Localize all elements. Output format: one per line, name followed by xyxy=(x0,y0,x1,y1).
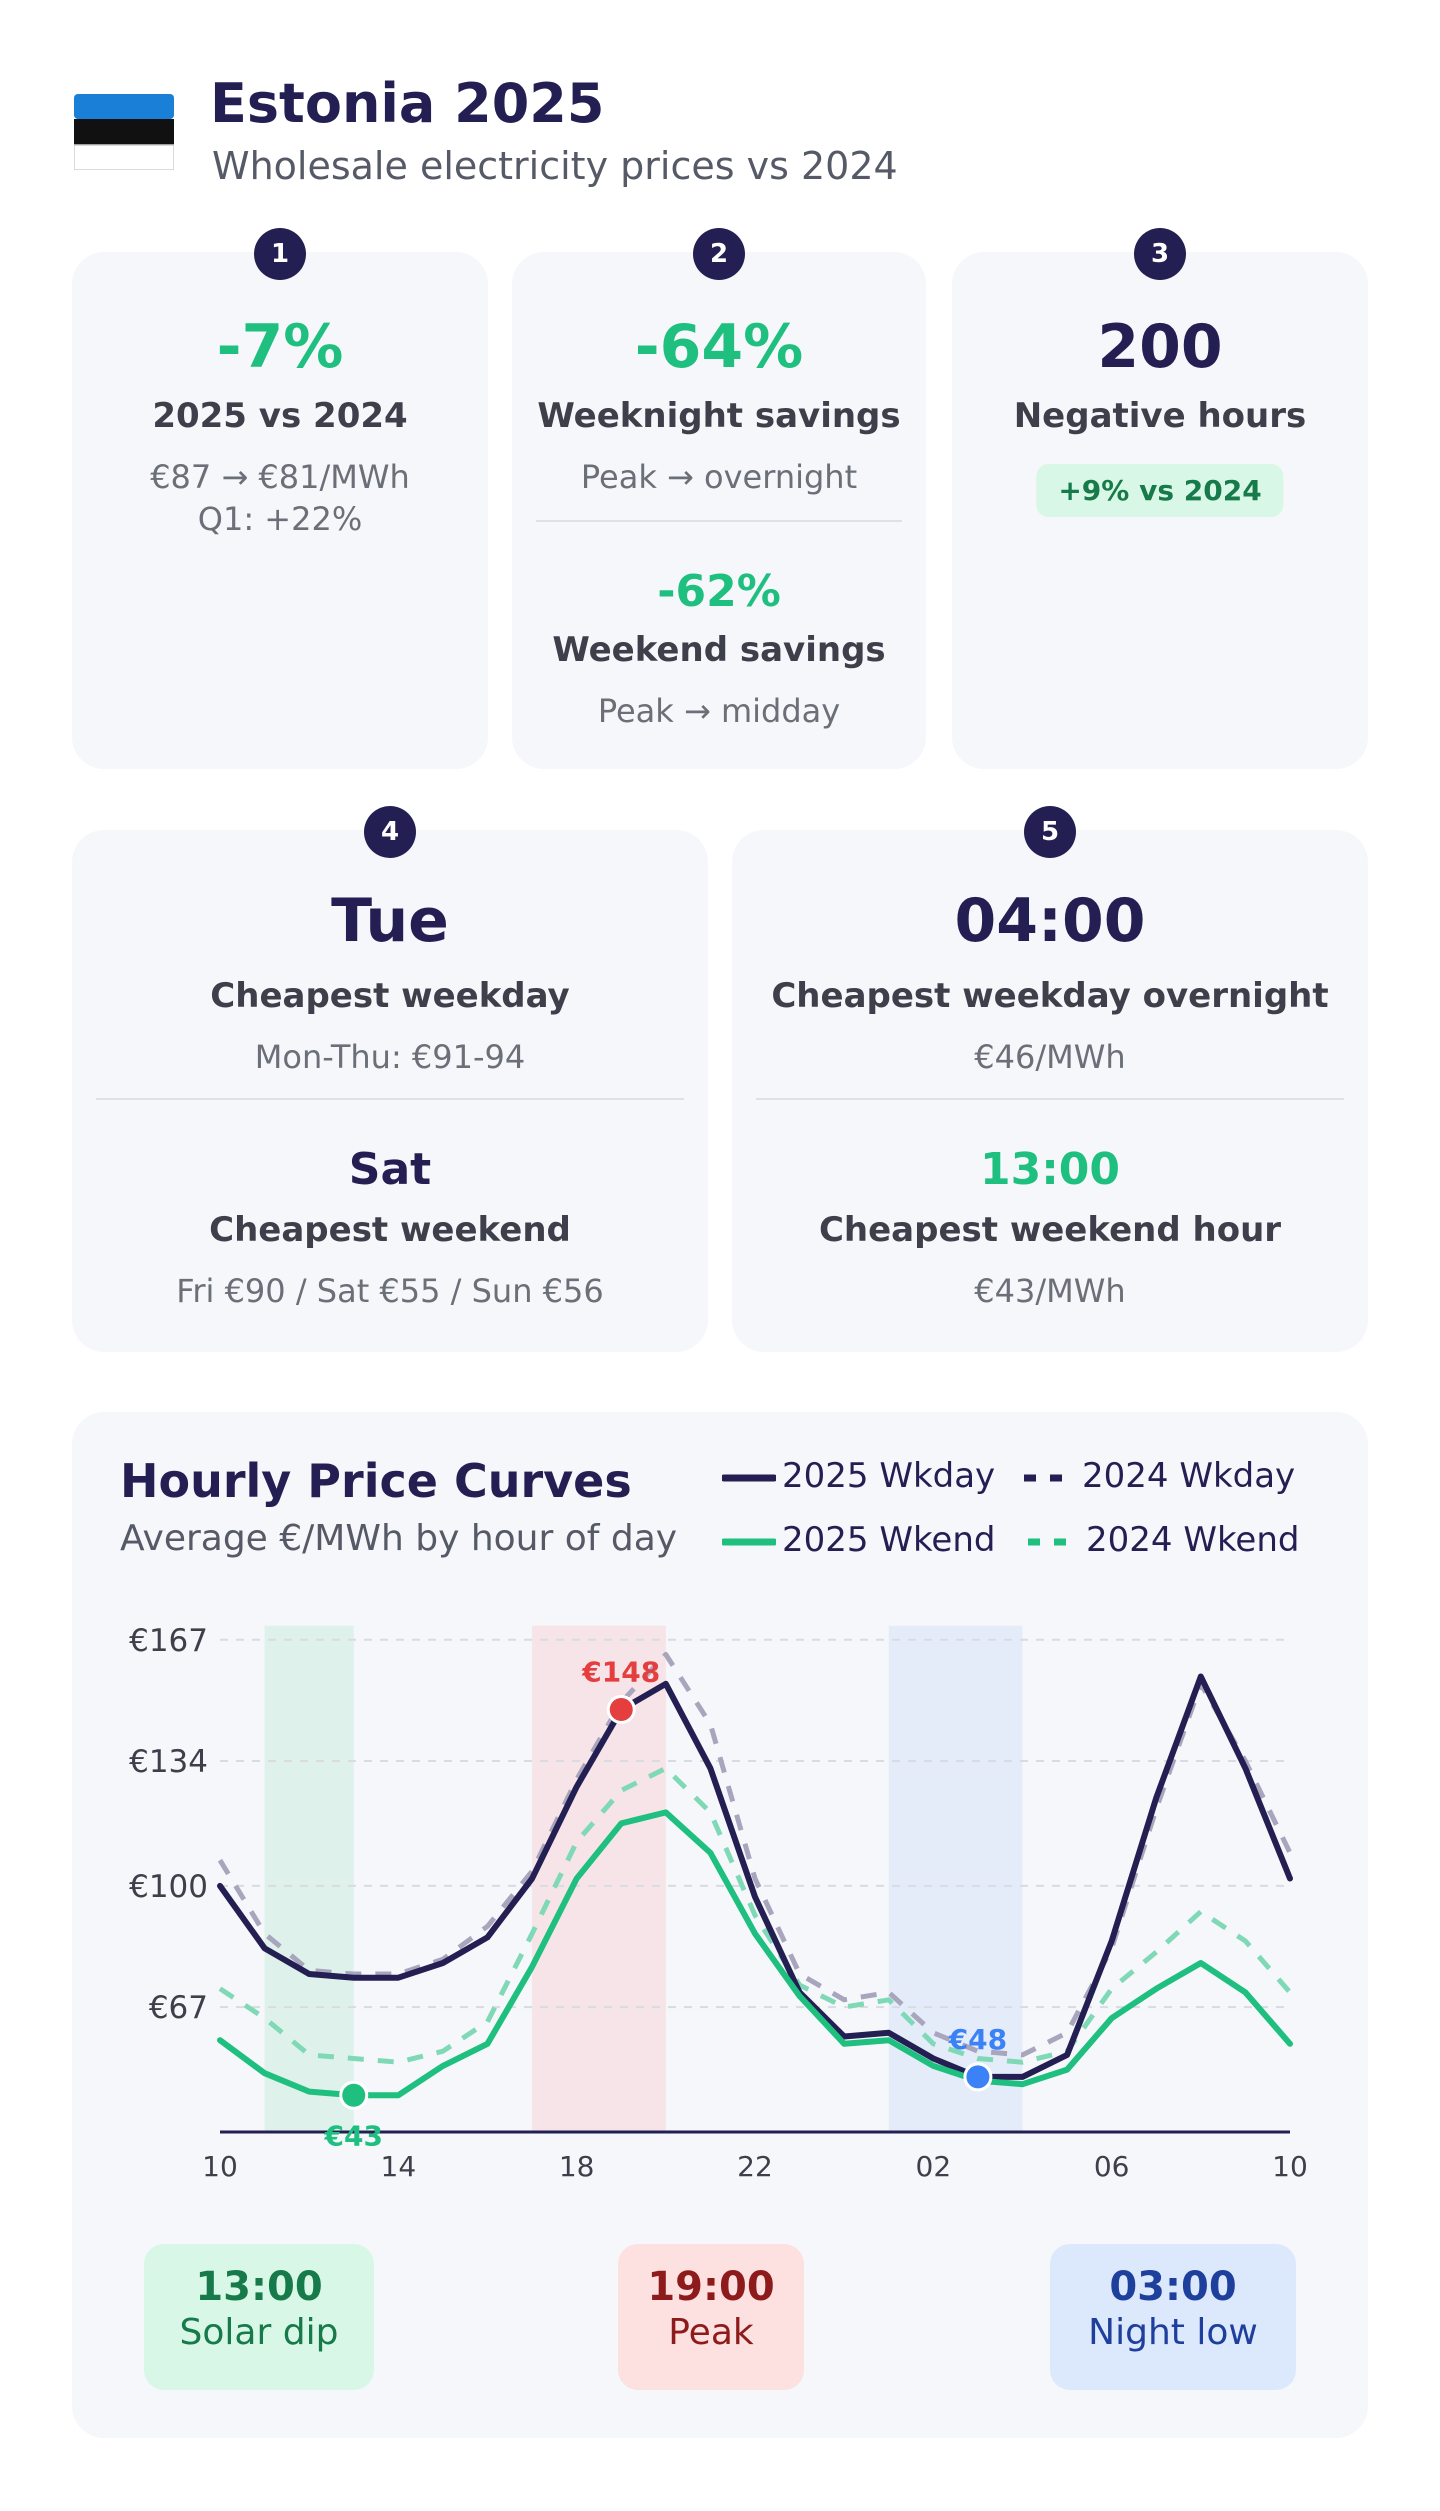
stat-label: Cheapest weekday xyxy=(210,976,570,1016)
card-number-badge: 3 xyxy=(1134,228,1186,280)
stat-detail: Peak → overnight xyxy=(580,458,858,496)
annotation-solar-dip: 13:00 Solar dip xyxy=(144,2244,374,2390)
legend-swatch xyxy=(1024,1474,1074,1481)
legend-item-2024-wkend: 2024 Wkend xyxy=(1026,1520,1299,1560)
page-title: Estonia 2025 xyxy=(210,72,605,135)
stat-card-5: 5 04:00 Cheapest weekday overnight €46/M… xyxy=(732,806,1368,1352)
highlight-marker xyxy=(606,1695,636,1725)
x-tick-label: 18 xyxy=(559,2150,595,2183)
legend-item-2025-wkend: 2025 Wkend xyxy=(720,1520,996,1560)
x-tick-label: 06 xyxy=(1094,2150,1130,2183)
stat-detail: €87 → €81/MWh xyxy=(150,458,410,496)
stat-detail: Mon-Thu: €91-94 xyxy=(254,1038,526,1076)
chart-card: Hourly Price Curves Average €/MWh by hou… xyxy=(72,1412,1368,2438)
x-tick-label: 10 xyxy=(1272,2150,1308,2183)
annotation-label: Peak xyxy=(668,2312,754,2353)
stat-value: 04:00 xyxy=(954,886,1146,956)
legend-label: 2024 Wkday xyxy=(1082,1456,1296,1496)
stat-value-2: 13:00 xyxy=(979,1144,1121,1195)
stat-card-1: 1 -7% 2025 vs 2024 €87 → €81/MWh Q1: +22… xyxy=(72,228,488,769)
stat-detail-2: Peak → midday xyxy=(597,692,841,730)
y-tick-label: €167 xyxy=(129,1623,208,1659)
stat-label: Weeknight savings xyxy=(537,396,901,436)
highlight-band-2 xyxy=(888,1625,1023,2132)
annotation-time: 19:00 xyxy=(647,2264,775,2310)
estonia-flag-icon xyxy=(74,94,174,170)
annotation-time: 03:00 xyxy=(1109,2264,1237,2310)
divider xyxy=(756,1098,1344,1100)
change-badge: +9% vs 2024 xyxy=(1036,464,1284,517)
marker-label: €43 xyxy=(324,2119,383,2152)
stat-label-2: Weekend savings xyxy=(552,630,886,670)
stat-label-2: Cheapest weekend hour xyxy=(818,1210,1282,1250)
stat-value-2: -62% xyxy=(657,566,781,617)
stat-label: Cheapest weekday overnight xyxy=(771,976,1329,1016)
highlight-band-1 xyxy=(532,1625,666,2132)
stat-value: -64% xyxy=(634,312,804,382)
stat-detail-2: Q1: +22% xyxy=(197,500,363,538)
chart-subtitle: Average €/MWh by hour of day xyxy=(120,1518,678,1559)
marker-label: €148 xyxy=(581,1656,660,1689)
legend-label: 2025 Wkday xyxy=(782,1456,996,1496)
stat-card-2: 2 -64% Weeknight savings Peak → overnigh… xyxy=(512,228,926,769)
stat-value-2: Sat xyxy=(348,1144,432,1195)
highlight-band-0 xyxy=(264,1625,354,2132)
legend-swatch xyxy=(1028,1538,1078,1545)
hourly-price-chart: €167 €134 €100 €67 10 14 18 22 02 06 10 €148 €43 €48 xyxy=(129,1623,1308,2183)
card-number-badge: 5 xyxy=(1024,806,1076,858)
card-number-badge: 1 xyxy=(254,228,306,280)
legend-swatch xyxy=(720,1538,778,1545)
legend-item-2025-wkday: 2025 Wkday xyxy=(720,1456,996,1496)
legend-label: 2025 Wkend xyxy=(782,1520,996,1560)
x-tick-label: 02 xyxy=(916,2150,952,2183)
stat-value: Tue xyxy=(331,886,449,956)
stat-detail: €46/MWh xyxy=(974,1038,1126,1076)
divider xyxy=(96,1098,684,1100)
stat-card-4: 4 Tue Cheapest weekday Mon-Thu: €91-94 S… xyxy=(72,806,708,1352)
y-tick-label: €134 xyxy=(129,1744,208,1780)
annotation-time: 13:00 xyxy=(195,2264,323,2310)
legend-item-2024-wkday: 2024 Wkday xyxy=(1022,1456,1295,1496)
page-subtitle: Wholesale electricity prices vs 2024 xyxy=(212,144,898,188)
series-line-2024-wkday xyxy=(217,1651,1293,2058)
card-number-badge: 4 xyxy=(364,806,416,858)
annotation-label: Night low xyxy=(1088,2312,1258,2353)
stat-label-2: Cheapest weekend xyxy=(209,1210,571,1250)
annotation-peak: 19:00 Peak xyxy=(618,2244,804,2390)
x-tick-label: 14 xyxy=(381,2150,417,2183)
highlight-marker xyxy=(339,2080,369,2110)
series-line-2025-wkend xyxy=(217,1809,1293,2099)
annotation-label: Solar dip xyxy=(179,2312,339,2353)
stat-value: 200 xyxy=(1097,312,1223,382)
series-line-2025-wkday xyxy=(217,1673,1293,2080)
legend-label: 2024 Wkend xyxy=(1086,1520,1300,1560)
y-tick-label: €67 xyxy=(149,1990,208,2026)
stat-detail-2: Fri €90 / Sat €55 / Sun €56 xyxy=(176,1272,604,1310)
x-tick-label: 22 xyxy=(737,2150,773,2183)
stat-value: -7% xyxy=(216,312,344,382)
card-number-badge: 2 xyxy=(693,228,745,280)
highlight-marker xyxy=(963,2062,993,2092)
y-tick-label: €100 xyxy=(129,1869,208,1905)
series-line-2024-wkend xyxy=(218,1765,1292,2065)
annotation-night-low: 03:00 Night low xyxy=(1050,2244,1296,2390)
stat-label: Negative hours xyxy=(1013,396,1307,436)
chart-title: Hourly Price Curves xyxy=(120,1454,632,1508)
stat-card-3: 3 200 Negative hours +9% vs 2024 xyxy=(952,228,1368,769)
x-tick-label: 10 xyxy=(202,2150,238,2183)
stat-detail-2: €43/MWh xyxy=(974,1272,1126,1310)
divider xyxy=(536,520,902,522)
stat-label: 2025 vs 2024 xyxy=(152,396,408,436)
marker-label: €48 xyxy=(948,2023,1007,2056)
legend-swatch xyxy=(720,1474,778,1481)
